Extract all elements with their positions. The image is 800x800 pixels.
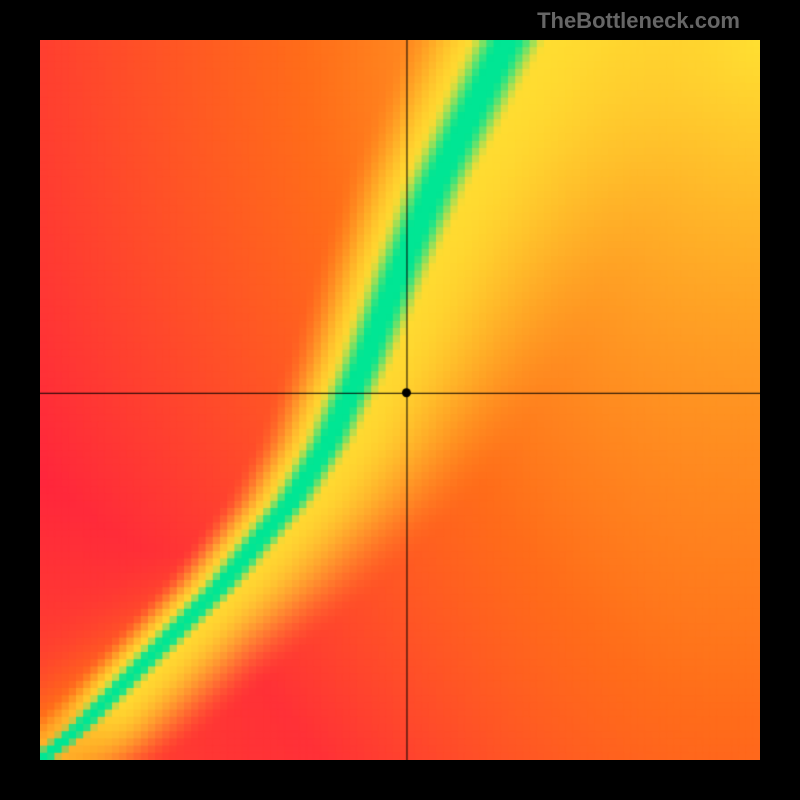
chart-container: TheBottleneck.com: [0, 0, 800, 800]
watermark-text: TheBottleneck.com: [537, 8, 740, 34]
overlay-canvas: [40, 40, 760, 760]
